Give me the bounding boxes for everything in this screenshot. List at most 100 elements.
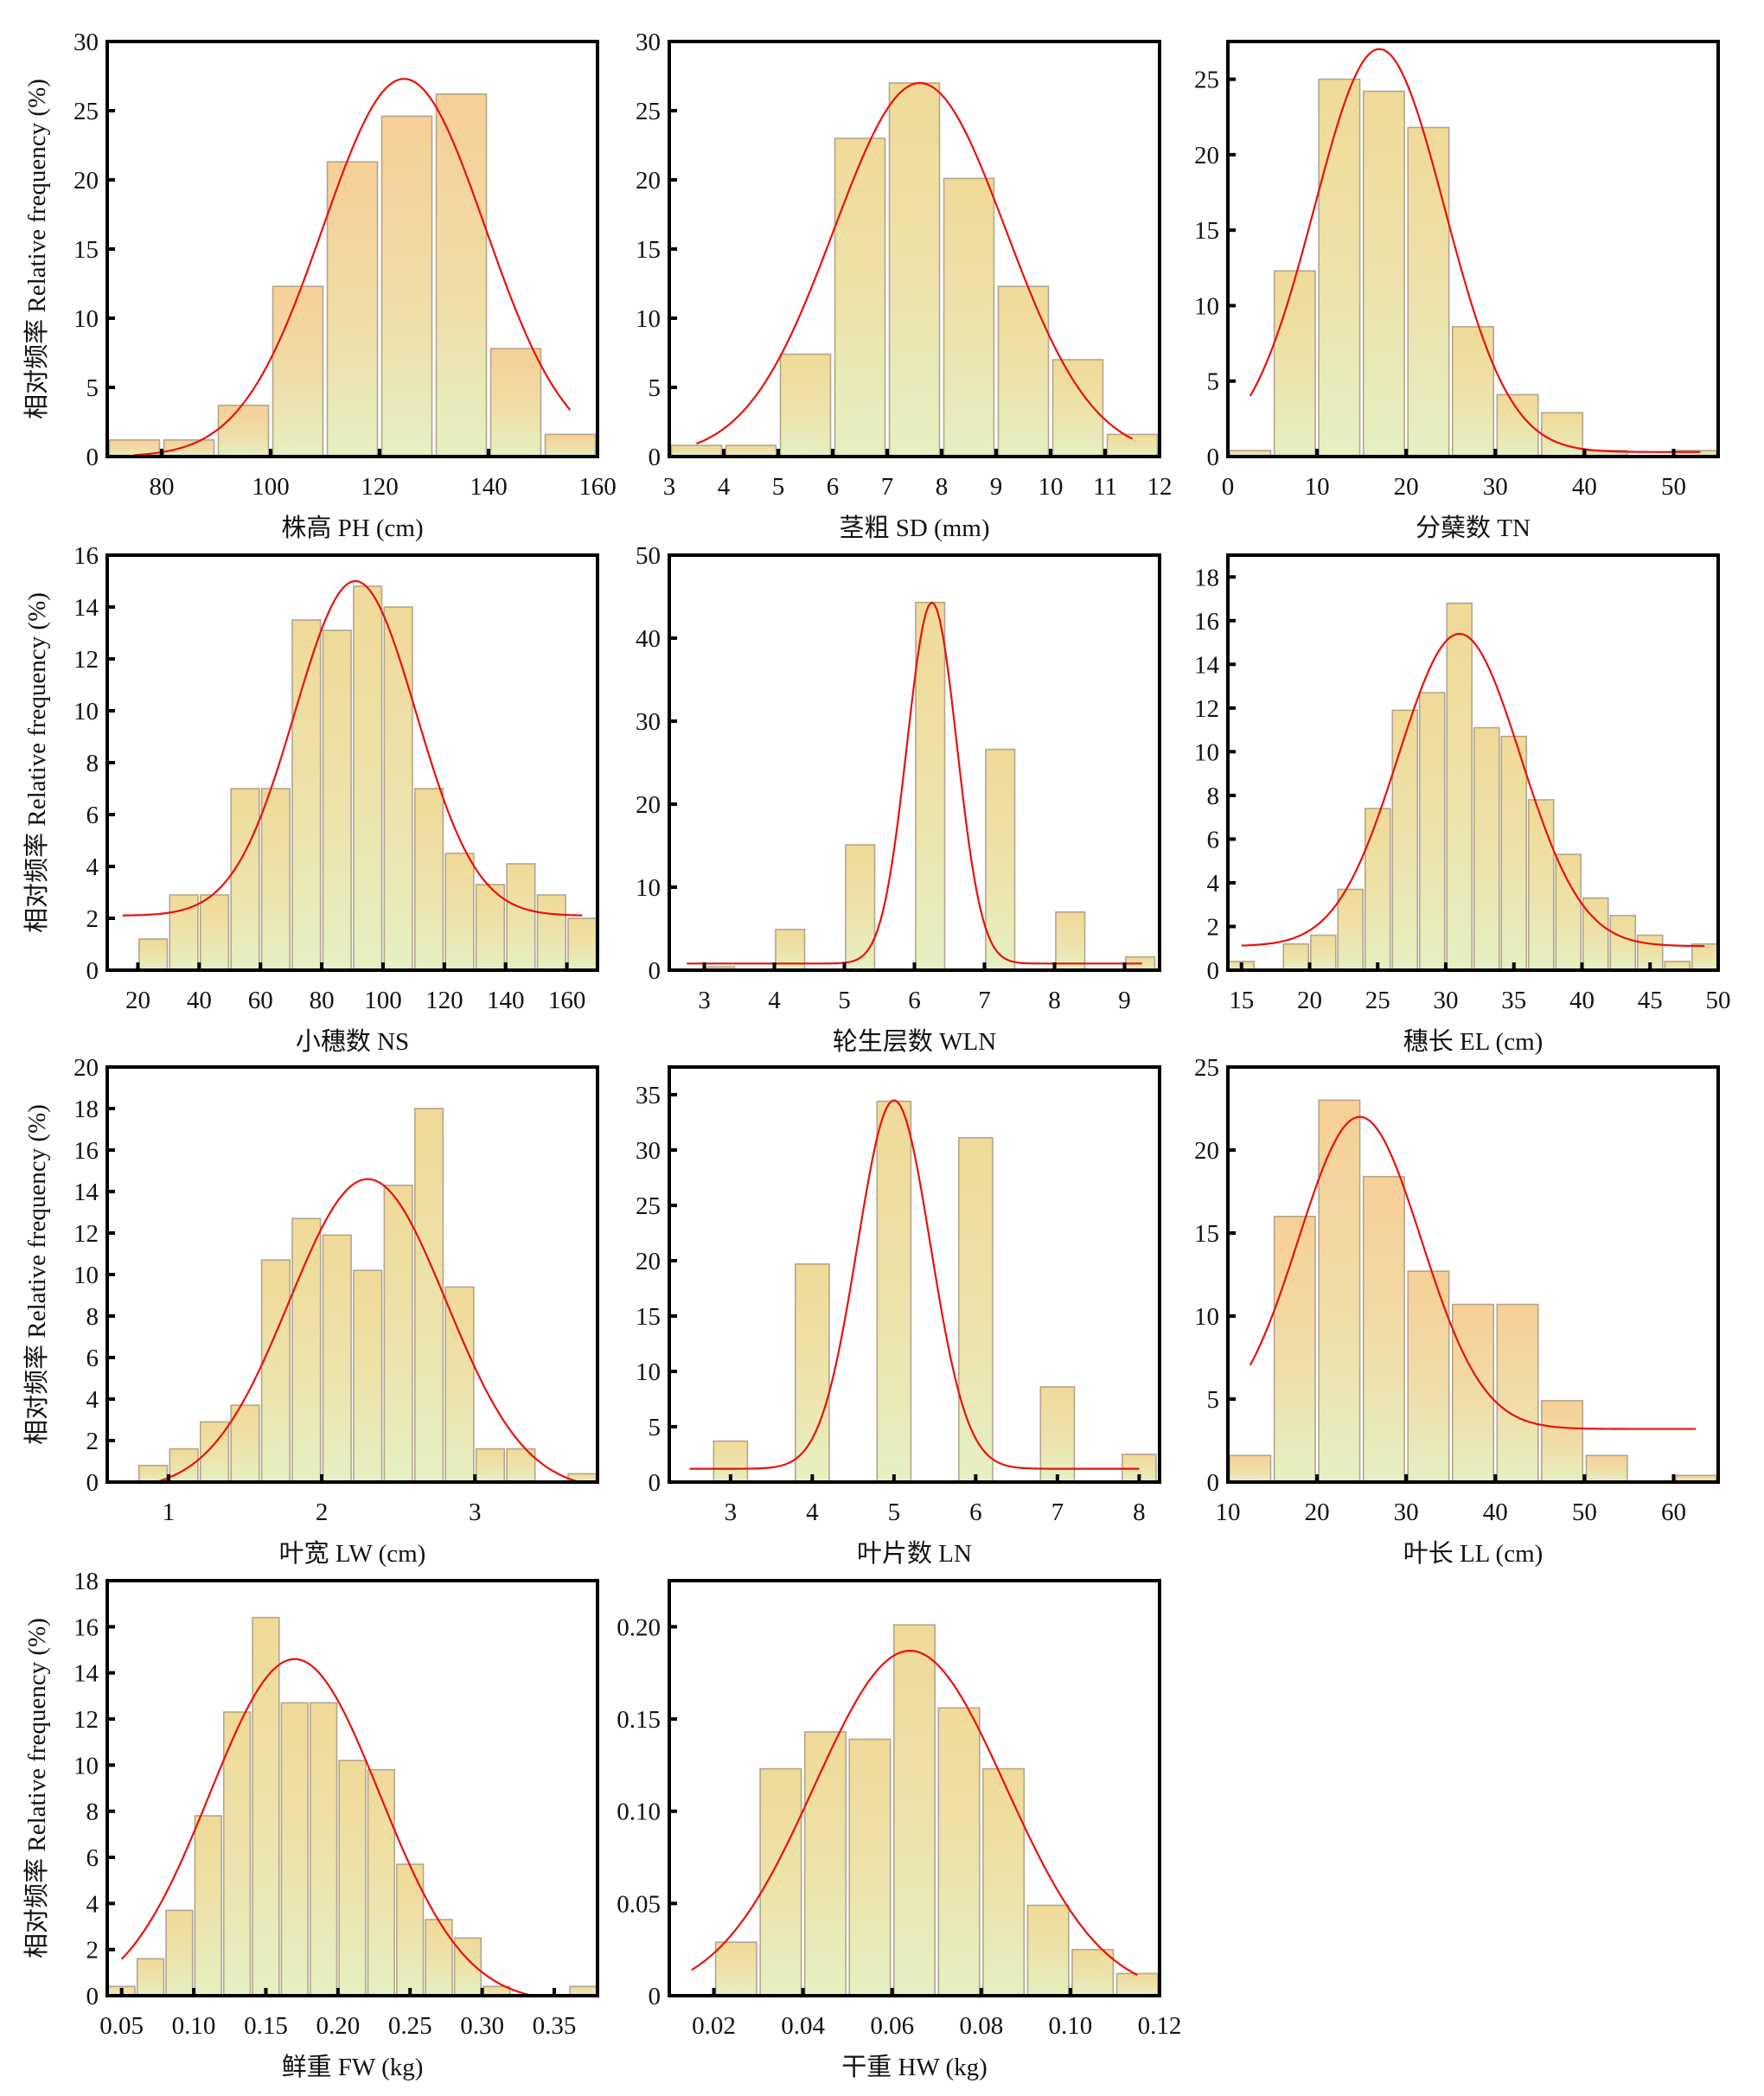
x-tick-label: 0.20 — [316, 2012, 360, 2040]
bar-ns-2 — [199, 894, 230, 971]
x-tick-label: 3 — [663, 473, 676, 501]
x-tick-label: 11 — [1093, 473, 1117, 501]
x-tick-label: 12 — [1147, 473, 1173, 501]
x-tick-label: 3 — [698, 987, 711, 1014]
normal-fit-curve-ph — [134, 78, 572, 457]
bar-wln-2 — [845, 844, 876, 971]
bar-sd-5 — [943, 177, 995, 457]
y-tick-label: 8 — [1207, 783, 1220, 810]
x-tick-label: 15 — [1229, 987, 1254, 1014]
bar-ns-1 — [169, 894, 199, 971]
bar-ll-0 — [1229, 1454, 1272, 1483]
y-tick-label: 20 — [1194, 142, 1219, 169]
plot-frame-hw — [668, 1579, 1161, 1997]
x-tick-label: 5 — [772, 473, 785, 501]
x-axis-title-sd: 茎粗 SD (mm) — [839, 514, 989, 542]
y-tick-label: 0 — [86, 1983, 99, 2010]
y-tick-label: 10 — [74, 698, 99, 725]
x-axis-title-tn: 分蘖数 TN — [1416, 514, 1531, 542]
x-tick-label: 120 — [425, 987, 463, 1014]
x-tick-label: 10 — [1216, 1499, 1241, 1526]
plot-frame-tn — [1226, 40, 1720, 458]
x-tick-label: 30 — [1483, 473, 1508, 501]
y-tick-label: 15 — [1194, 217, 1219, 245]
x-tick-label: 140 — [487, 987, 525, 1014]
bar-fw-1 — [136, 1958, 165, 1997]
y-tick-label: 10 — [636, 1358, 661, 1386]
x-tick-label: 45 — [1638, 987, 1663, 1014]
x-tick-label: 40 — [1483, 1499, 1508, 1526]
x-tick-label: 20 — [1394, 473, 1419, 501]
y-tick-label: 25 — [636, 98, 661, 125]
y-tick-label: 0 — [86, 444, 99, 471]
x-tick-label: 80 — [310, 987, 335, 1014]
x-tick-label: 8 — [1133, 1499, 1146, 1526]
chart-ns: 20 40 60 80 100 120 140 160 0 2 4 6 8 10 12 14 16 小穗数 NS 相… — [22, 542, 599, 1056]
x-axis-title-ph: 株高 PH (cm) — [281, 514, 423, 542]
y-axis-title: 相对频率 Relative frequency (%) — [22, 1618, 51, 1959]
y-tick-label: 5 — [86, 374, 99, 402]
x-tick-label: 140 — [470, 473, 508, 501]
bar-ll-7 — [1541, 1400, 1584, 1483]
y-tick-label: 0 — [86, 957, 99, 985]
chart-tn: 0 10 20 30 40 50 0 5 10 15 20 25 分蘖数 TN — [1194, 40, 1720, 542]
x-tick-label: 3 — [725, 1499, 738, 1526]
x-tick-label: 6 — [827, 473, 840, 501]
x-tick-label: 4 — [768, 987, 781, 1014]
x-tick-label: 40 — [1569, 987, 1595, 1014]
plot-frame-ll — [1226, 1065, 1720, 1484]
x-tick-label: 20 — [1305, 1499, 1330, 1526]
y-tick-label: 6 — [86, 802, 99, 829]
bar-hw-3 — [848, 1738, 892, 1997]
bar-tn-5 — [1451, 326, 1495, 457]
x-tick-label: 9 — [1118, 987, 1131, 1014]
x-tick-label: 0.08 — [959, 2012, 1003, 2040]
y-tick-label: 20 — [636, 167, 661, 195]
x-axis-title-wln: 轮生层数 WLN — [833, 1027, 996, 1056]
y-tick-label: 14 — [74, 1660, 99, 1688]
bar-fw-9 — [367, 1768, 395, 1997]
x-tick-label: 50 — [1572, 1499, 1597, 1526]
x-tick-label: 40 — [187, 987, 212, 1014]
x-axis-title-hw: 干重 HW (kg) — [841, 2053, 987, 2081]
chart-el: 15 20 25 30 35 40 45 50 0 2 4 6 8 10 12 14 16 18 穗长 EL (cm… — [1194, 553, 1731, 1056]
y-tick-label: 0 — [86, 1469, 99, 1497]
y-tick-label: 5 — [649, 374, 662, 402]
x-tick-label: 5 — [838, 987, 851, 1014]
y-tick-label: 30 — [636, 708, 661, 736]
x-tick-label: 8 — [936, 473, 949, 501]
bar-hw-0 — [714, 1941, 757, 1997]
bar-el-9 — [1473, 726, 1500, 971]
x-tick-label: 50 — [1661, 473, 1686, 501]
normal-fit-curve-wln — [687, 601, 1142, 965]
y-tick-label: 15 — [74, 236, 99, 264]
bar-hw-6 — [982, 1767, 1026, 1997]
normal-fit-curve-ln — [689, 1099, 1140, 1470]
y-tick-label: 12 — [1194, 695, 1219, 723]
y-tick-label: 8 — [86, 1799, 99, 1826]
y-tick-label: 0 — [649, 444, 662, 471]
bar-hw-7 — [1026, 1904, 1070, 1997]
y-tick-label: 50 — [636, 542, 661, 570]
y-tick-label: 16 — [74, 1614, 99, 1641]
bar-el-7 — [1418, 692, 1446, 971]
bar-lw-1 — [169, 1447, 199, 1483]
bar-tn-1 — [1273, 270, 1316, 457]
normal-fit-curve-hw — [691, 1649, 1138, 1977]
y-tick-label: 15 — [1194, 1220, 1219, 1248]
y-tick-label: 20 — [1194, 1137, 1219, 1165]
normal-fit-curve-el — [1241, 632, 1705, 948]
y-tick-label: 18 — [74, 1096, 99, 1123]
y-tick-label: 25 — [1194, 1054, 1219, 1082]
y-tick-label: 20 — [636, 1248, 661, 1275]
bar-sd-2 — [779, 353, 832, 457]
bar-fw-11 — [425, 1919, 453, 1997]
x-tick-label: 4 — [718, 473, 731, 501]
bar-ns-13 — [536, 894, 566, 971]
bar-ph-8 — [544, 433, 597, 457]
bar-ns-0 — [138, 938, 169, 971]
bar-hw-4 — [892, 1624, 936, 1997]
y-tick-label: 16 — [74, 542, 99, 570]
bar-ln-1 — [795, 1263, 830, 1483]
